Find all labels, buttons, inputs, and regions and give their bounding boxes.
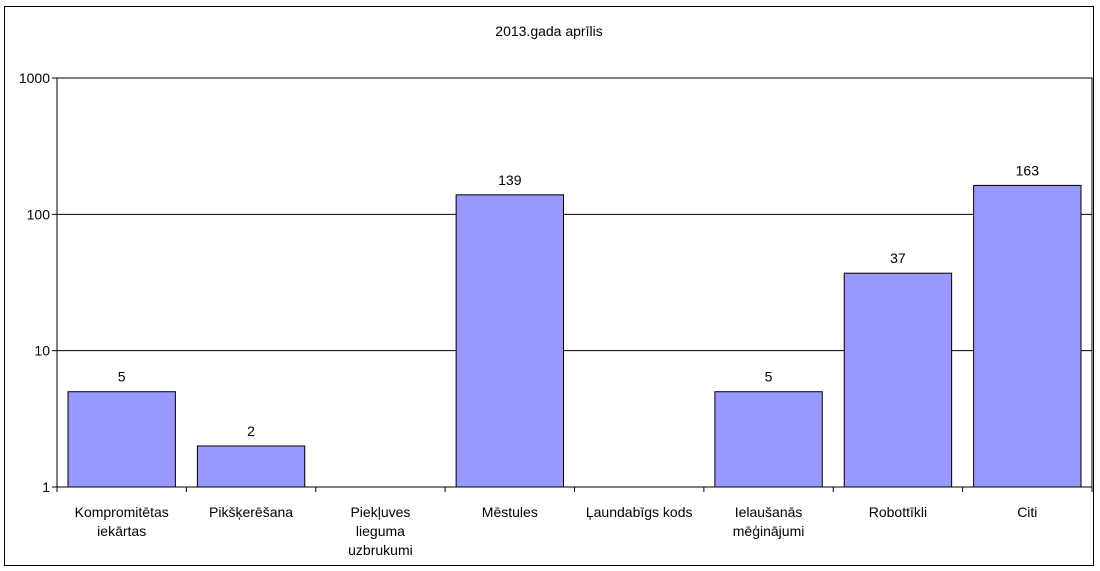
y-tick-label: 100 — [27, 206, 51, 222]
x-category-label: Ielaušanās mēģinājumi — [733, 504, 805, 539]
bar — [843, 272, 953, 488]
bar — [196, 445, 306, 488]
bar — [714, 391, 823, 488]
data-label: 5 — [765, 369, 773, 385]
bar — [455, 194, 565, 488]
x-category-label: Pikšķerēšana — [209, 504, 293, 520]
x-category-label: Piekļuves lieguma uzbrukumi — [348, 504, 413, 558]
y-tick-label: 10 — [34, 343, 50, 359]
x-category-label: Robottīkli — [869, 504, 927, 520]
x-category-label: Kompromitētas iekārtas — [75, 504, 169, 539]
x-category-label: Citi — [1017, 504, 1037, 520]
data-label: 37 — [890, 250, 906, 266]
bar — [973, 184, 1082, 488]
chart-title: 2013.gada aprīlis — [495, 23, 602, 39]
data-label: 5 — [118, 369, 126, 385]
y-tick-label: 1000 — [19, 70, 50, 86]
bar — [67, 391, 176, 488]
x-category-label: Mēstules — [482, 504, 538, 520]
y-tick-label: 1 — [42, 479, 50, 495]
data-label: 163 — [1016, 162, 1040, 178]
data-label: 2 — [247, 423, 255, 439]
data-label: 139 — [498, 172, 522, 188]
x-category-label: Ļaundabīgs kods — [586, 504, 693, 520]
